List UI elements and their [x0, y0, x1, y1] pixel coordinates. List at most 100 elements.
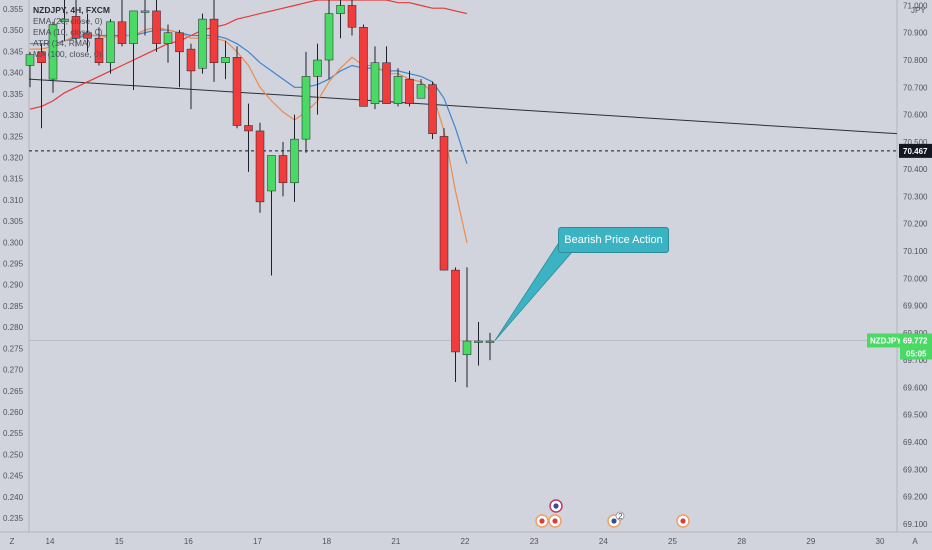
candle — [382, 46, 391, 104]
right-axis-tick: 69.500 — [903, 411, 928, 420]
left-axis-tick: 0.285 — [3, 302, 24, 311]
candle-body — [232, 57, 242, 126]
right-axis-tick: 69.700 — [903, 356, 928, 365]
annotation-callout[interactable]: Bearish Price Action — [558, 227, 669, 253]
legend-atr[interactable]: ATR (14, RMA) — [33, 38, 91, 48]
event-badge: 2 — [615, 511, 625, 521]
x-axis-tick: 15 — [115, 537, 124, 546]
left-axis-tick: 0.300 — [3, 238, 24, 247]
event-marker — [676, 514, 690, 528]
candle — [106, 19, 115, 74]
candle — [416, 79, 426, 99]
candle — [244, 103, 253, 172]
left-axis-tick: 0.355 — [3, 5, 24, 14]
candle — [255, 122, 265, 213]
candle-body — [198, 18, 207, 69]
candle — [370, 46, 380, 110]
x-axis-tick: 14 — [46, 537, 55, 546]
candle — [324, 0, 334, 80]
legend-ema20[interactable]: EMA (20, close, 0) — [33, 16, 103, 26]
left-axis-tick: 0.260 — [3, 408, 24, 417]
right-axis-tick: 70.000 — [903, 274, 928, 283]
candle — [462, 267, 472, 388]
x-axis-tick: 29 — [806, 537, 815, 546]
right-axis-tick: 70.300 — [903, 192, 928, 201]
left-axis-tick: 0.320 — [3, 153, 24, 162]
right-axis-tick: 70.400 — [903, 165, 928, 174]
candle — [209, 0, 219, 82]
x-axis-tick: 18 — [322, 537, 331, 546]
level-price-label: 70.467 — [903, 147, 928, 156]
left-axis-tick: 0.310 — [3, 196, 24, 205]
symbol-tag — [867, 333, 900, 348]
left-axis-tick: 0.235 — [3, 514, 24, 523]
candle-body — [313, 59, 322, 77]
ma100-line — [29, 0, 468, 110]
candle-body — [60, 18, 69, 23]
x-axis-tick: 17 — [253, 537, 262, 546]
candle — [83, 13, 92, 52]
candle-body — [301, 76, 311, 140]
candle-body — [462, 340, 472, 355]
left-axis-tick: 0.330 — [3, 111, 24, 120]
candle — [439, 128, 449, 271]
candle-body — [48, 24, 58, 80]
flag-marker-dot — [553, 503, 559, 509]
event-marker — [548, 514, 562, 528]
candle — [393, 68, 403, 107]
x-axis-tick: 28 — [737, 537, 746, 546]
candle-body — [94, 37, 104, 63]
x-axis-tick: 25 — [668, 537, 677, 546]
candle — [485, 332, 495, 361]
candle-body — [255, 130, 265, 203]
candle-body — [106, 21, 115, 63]
right-axis-tick: 71.000 — [903, 1, 928, 10]
event-badge-circle — [615, 511, 625, 521]
event-marker — [535, 514, 549, 528]
legend-symbol[interactable]: NZDJPY, 4H, FXCM — [33, 5, 110, 15]
x-axis-tick: 24 — [599, 537, 608, 546]
countdown-label: 05:05 — [906, 349, 927, 358]
left-axis-tick: 0.255 — [3, 429, 24, 438]
countdown-tag — [900, 347, 932, 360]
candle — [140, 0, 150, 36]
event-marker-dot — [552, 518, 558, 524]
right-axis-tick: 70.700 — [903, 83, 928, 92]
left-axis-tick: 0.350 — [3, 26, 24, 35]
event-badge-count: 2 — [618, 512, 623, 521]
legend-ma100[interactable]: MA (100, close, 0) — [33, 49, 102, 59]
candle-body — [175, 32, 184, 53]
candle-body — [83, 32, 92, 39]
right-axis-tick: 69.200 — [903, 493, 928, 502]
legend-ema10[interactable]: EMA (10, close, 0) — [33, 27, 103, 37]
left-axis-tick: 0.340 — [3, 69, 24, 78]
candle — [163, 24, 173, 63]
right-axis-tick: 70.600 — [903, 111, 928, 120]
candle-body — [359, 27, 368, 107]
x-axis-tick: 21 — [391, 537, 400, 546]
right-axis-tick: 70.800 — [903, 56, 928, 65]
candle — [267, 155, 276, 276]
candle-body — [71, 16, 81, 39]
right-axis-currency: JPY — [911, 6, 926, 15]
candle-body — [347, 5, 357, 28]
candle-body — [416, 84, 426, 99]
left-axis-tick: 0.245 — [3, 472, 24, 481]
left-axis-tick: 0.265 — [3, 387, 24, 396]
symbol-tag-label: NZDJPY — [870, 336, 902, 345]
flag-marker-dot — [611, 518, 617, 524]
last-price-label: 69.772 — [903, 336, 928, 345]
candle — [129, 10, 138, 91]
left-axis-tick: 0.240 — [3, 493, 24, 502]
left-axis-tick: 0.335 — [3, 90, 24, 99]
candle — [301, 51, 311, 153]
candle-body — [186, 48, 196, 72]
flag-marker — [549, 499, 563, 513]
candle — [474, 321, 483, 366]
candle — [428, 81, 437, 140]
left-axis-tick: 0.250 — [3, 450, 24, 459]
candle — [290, 114, 299, 202]
candle-body — [370, 62, 380, 104]
